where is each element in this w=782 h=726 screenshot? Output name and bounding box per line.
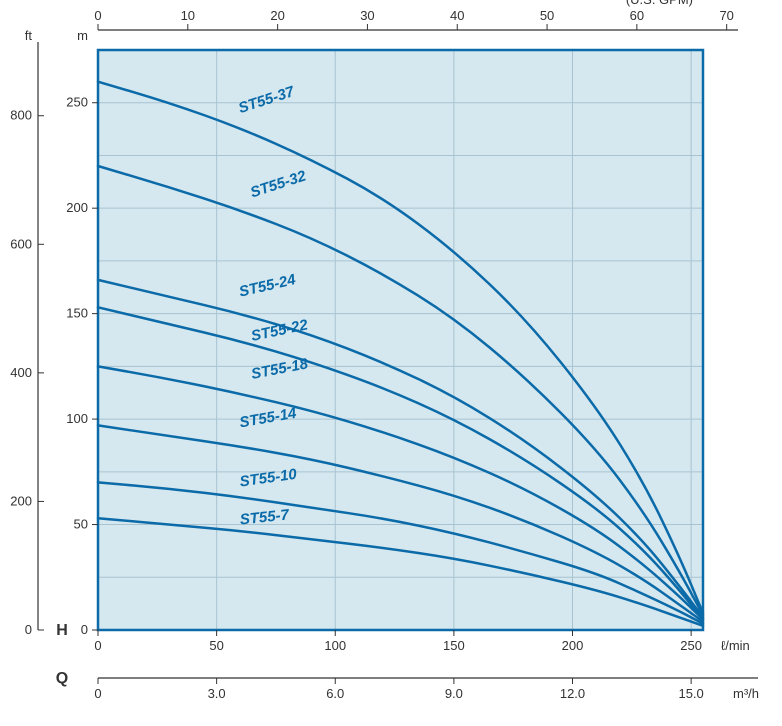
xtick-label-m3h: 9.0: [445, 686, 463, 701]
xtick-label-m3h: 6.0: [326, 686, 344, 701]
ytick-label-m: 50: [74, 517, 88, 532]
xtick-label-gpm: 50: [540, 8, 554, 23]
xtick-label-gpm: 40: [450, 8, 464, 23]
xtick-label-gpm: 10: [181, 8, 195, 23]
xtick-label-gpm: 60: [630, 8, 644, 23]
ytick-label-ft: 800: [10, 108, 32, 123]
x-unit-m3h: m³/h: [733, 686, 759, 701]
xtick-label-gpm: 0: [94, 8, 101, 23]
ytick-label-m: 100: [66, 411, 88, 426]
ytick-label-ft: 200: [10, 493, 32, 508]
ytick-label-m: 150: [66, 306, 88, 321]
xtick-label-lpm: 250: [680, 638, 702, 653]
ytick-label-ft: 600: [10, 236, 32, 251]
xtick-label-m3h: 3.0: [208, 686, 226, 701]
chart-svg: ST55-37ST55-32ST55-24ST55-22ST55-18ST55-…: [0, 0, 782, 726]
pump-curve-chart: ST55-37ST55-32ST55-24ST55-22ST55-18ST55-…: [0, 0, 782, 726]
xtick-label-m3h: 15.0: [678, 686, 703, 701]
xtick-label-gpm: 30: [360, 8, 374, 23]
xtick-label-lpm: 200: [562, 638, 584, 653]
xtick-label-m3h: 12.0: [560, 686, 585, 701]
xtick-label-lpm: 100: [324, 638, 346, 653]
xtick-label-lpm: 150: [443, 638, 465, 653]
ytick-label-ft: 400: [10, 365, 32, 380]
xtick-label-gpm: 70: [719, 8, 733, 23]
H-label: H: [56, 622, 68, 639]
x-unit-gpm: (U.S. GPM): [626, 0, 693, 7]
ytick-label-ft: 0: [25, 622, 32, 637]
ytick-label-m: 200: [66, 200, 88, 215]
ytick-label-m: 250: [66, 95, 88, 110]
ytick-label-m: 0: [81, 622, 88, 637]
xtick-label-lpm: 50: [209, 638, 223, 653]
x-unit-lpm: ℓ/min: [721, 638, 750, 653]
xtick-label-lpm: 0: [94, 638, 101, 653]
xtick-label-m3h: 0: [94, 686, 101, 701]
y-unit-m: m: [77, 28, 88, 43]
Q-label: Q: [56, 670, 68, 687]
xtick-label-gpm: 20: [270, 8, 284, 23]
y-unit-ft: ft: [25, 28, 33, 43]
plot-background: [98, 50, 703, 630]
